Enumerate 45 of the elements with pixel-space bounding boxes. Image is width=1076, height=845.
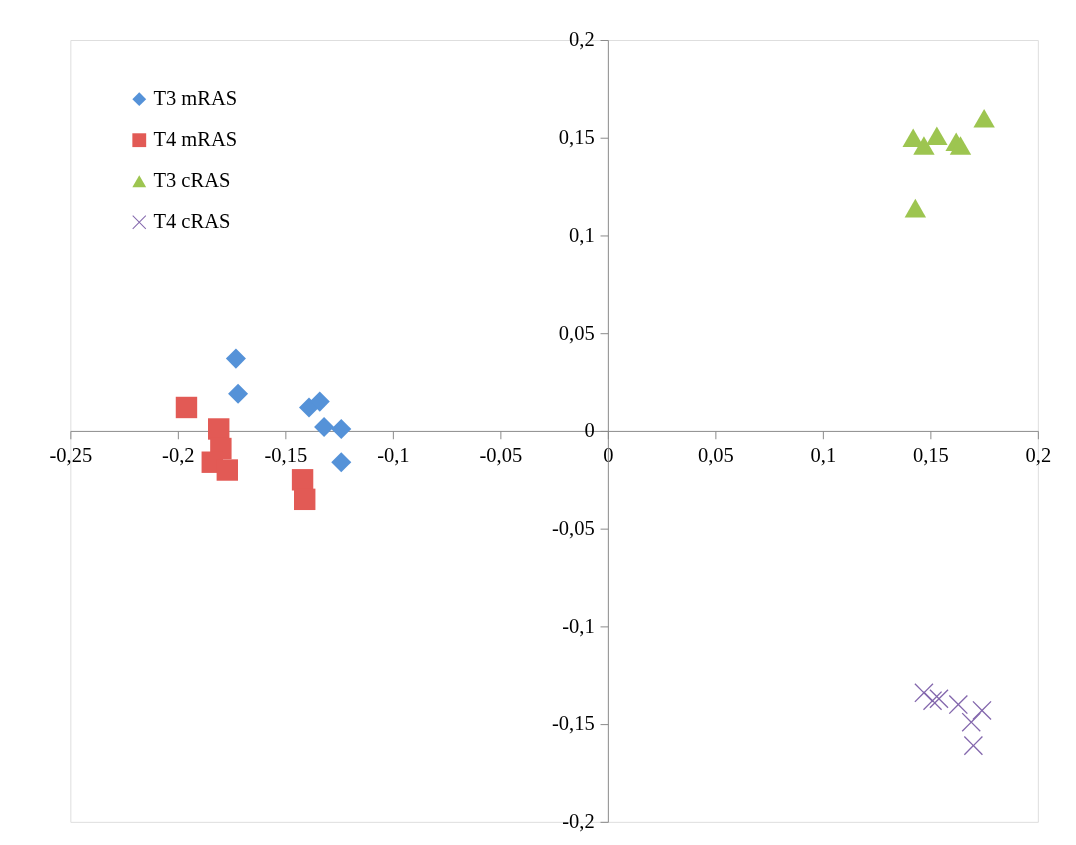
y-tick-label: 0,1 <box>569 223 595 246</box>
point <box>949 136 972 155</box>
point <box>208 418 230 440</box>
point <box>972 700 992 720</box>
y-tick-label: 0,15 <box>558 126 595 149</box>
x-tick-label: -0,15 <box>264 443 308 466</box>
y-tick-label: -0,05 <box>551 517 595 540</box>
x-tick-label: -0,1 <box>377 443 410 466</box>
x-tick-label: 0,1 <box>810 443 837 466</box>
point <box>216 459 239 481</box>
x-tick-label: 0,05 <box>697 443 734 466</box>
legend-label: T3 cRAS <box>153 169 231 192</box>
x-tick-label: -0,2 <box>162 443 195 466</box>
point <box>294 488 316 511</box>
legend-label: T3 mRAS <box>153 87 238 109</box>
x-tick-label: 0,15 <box>912 443 949 466</box>
point <box>961 712 981 732</box>
point <box>973 108 995 128</box>
point <box>913 136 935 155</box>
point <box>923 691 943 711</box>
point <box>228 383 249 404</box>
legend-label: T4 mRAS <box>153 128 238 151</box>
y-tick-label: -0,15 <box>551 712 595 735</box>
point <box>225 348 246 369</box>
y-tick-label: 0,05 <box>558 321 595 344</box>
point <box>331 418 352 439</box>
legend-label: T4 cRAS <box>153 210 231 233</box>
x-tick-label: 0,2 <box>1025 443 1052 466</box>
point <box>175 396 198 419</box>
point <box>309 391 330 412</box>
point <box>902 128 924 148</box>
y-tick-label: 0,2 <box>569 28 595 51</box>
y-tick-label: -0,1 <box>562 614 595 637</box>
x-tick-label: 0 <box>603 443 614 466</box>
y-tick-label: -0,2 <box>562 810 595 833</box>
y-tick-label: 0 <box>584 419 595 442</box>
point <box>904 198 927 218</box>
point <box>948 695 968 715</box>
point <box>314 417 335 438</box>
point <box>926 126 948 146</box>
point <box>929 689 949 709</box>
x-tick-label: -0,05 <box>479 443 523 466</box>
x-tick-label: -0,25 <box>49 443 93 466</box>
point <box>291 469 314 491</box>
point <box>331 452 352 473</box>
